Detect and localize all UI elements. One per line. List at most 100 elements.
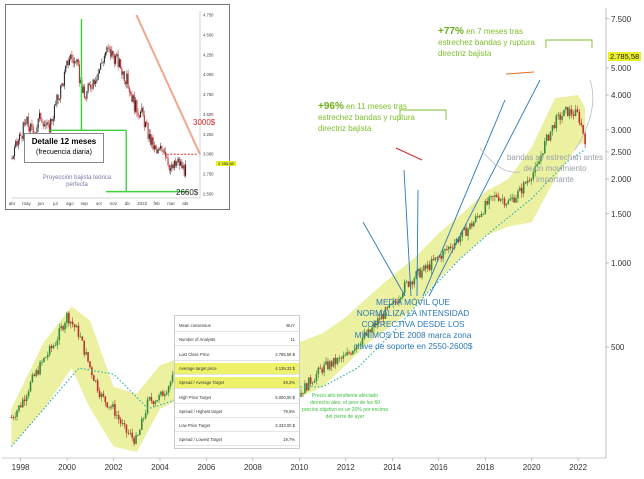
candle bbox=[39, 362, 41, 375]
candle bbox=[580, 122, 583, 126]
inset-candle bbox=[28, 127, 31, 132]
inset-candle bbox=[120, 59, 122, 69]
inset-candle bbox=[51, 118, 53, 122]
candle bbox=[29, 382, 32, 392]
inset-candle bbox=[141, 107, 143, 112]
inset-candle bbox=[63, 72, 65, 86]
candle bbox=[538, 161, 540, 165]
consensus-label: Spread / Average Target bbox=[179, 380, 225, 386]
consensus-label: Spread / Lowest Target bbox=[179, 437, 222, 443]
support-arrow bbox=[422, 99, 506, 297]
candle bbox=[480, 213, 483, 217]
annotation-target-note: Precio alto tendiente afectado derrecho … bbox=[302, 393, 388, 420]
consensus-row: Mean consensus BUY bbox=[175, 320, 299, 332]
candle bbox=[457, 238, 460, 242]
inset-candle bbox=[105, 51, 107, 56]
consensus-value: 48,2% bbox=[283, 380, 295, 386]
candle bbox=[135, 435, 137, 444]
candle bbox=[79, 336, 82, 338]
inset-candle bbox=[133, 95, 135, 112]
x-tick-label: 2004 bbox=[151, 463, 169, 472]
inset-candle bbox=[67, 60, 69, 66]
candle bbox=[332, 357, 335, 367]
candle bbox=[415, 271, 418, 279]
candle bbox=[486, 201, 489, 205]
y-tick-label: 7.500 bbox=[611, 15, 632, 24]
candle bbox=[93, 375, 95, 382]
x-tick-label: 2012 bbox=[337, 463, 355, 472]
inset-x-tick-label: abr bbox=[9, 201, 16, 206]
candle bbox=[129, 432, 132, 434]
inset-y-tick-label: 2.500 bbox=[203, 192, 214, 197]
candle bbox=[428, 264, 431, 271]
y-tick-label: 5.000 bbox=[611, 64, 632, 73]
candle bbox=[553, 125, 556, 129]
candle bbox=[346, 352, 348, 356]
inset-candle bbox=[135, 100, 137, 112]
inset-y-tick-label: 3.250 bbox=[203, 132, 214, 137]
trend-break-2 bbox=[505, 71, 535, 75]
candle bbox=[526, 180, 529, 184]
inset-projection bbox=[49, 18, 189, 193]
x-tick-label: 2010 bbox=[290, 463, 308, 472]
candle bbox=[509, 199, 512, 201]
x-tick-label: 2014 bbox=[383, 463, 401, 472]
candle bbox=[434, 257, 437, 261]
candle bbox=[20, 405, 22, 408]
candle bbox=[300, 392, 302, 397]
inset-candle bbox=[83, 86, 85, 98]
candle bbox=[367, 329, 370, 336]
candle bbox=[543, 140, 546, 154]
candle bbox=[547, 134, 550, 141]
candle bbox=[125, 424, 128, 433]
candle bbox=[492, 196, 494, 197]
inset-candle bbox=[106, 47, 108, 52]
candle bbox=[77, 325, 80, 337]
inset-candle bbox=[23, 122, 26, 125]
candle bbox=[451, 247, 454, 249]
y-tick-label: 4.000 bbox=[611, 91, 632, 100]
candle bbox=[116, 415, 118, 417]
inset-candle bbox=[103, 55, 105, 63]
inset-candle bbox=[125, 81, 127, 85]
candle bbox=[488, 197, 490, 205]
consensus-value: 11 bbox=[290, 337, 295, 343]
inset-candle bbox=[112, 50, 114, 55]
inset-candle bbox=[68, 58, 70, 66]
consensus-value: 79,5% bbox=[283, 408, 295, 414]
candle bbox=[373, 323, 375, 328]
candle bbox=[334, 357, 337, 364]
candle bbox=[60, 326, 62, 329]
inset-y-tick-label: 2.750 bbox=[203, 172, 214, 177]
candle bbox=[534, 166, 536, 173]
candle bbox=[407, 281, 410, 287]
inset-candle bbox=[76, 59, 78, 63]
candle bbox=[158, 395, 160, 401]
candle bbox=[463, 227, 465, 231]
inset-candle bbox=[179, 161, 182, 166]
candle bbox=[104, 396, 107, 403]
candle bbox=[536, 164, 538, 167]
inset-candle bbox=[31, 123, 33, 127]
consensus-value: 4.139,33 $ bbox=[275, 365, 295, 371]
inset-y-tick-label: 4.250 bbox=[203, 52, 214, 57]
inset-candle bbox=[53, 105, 55, 119]
candle bbox=[71, 321, 74, 325]
inset-candle bbox=[136, 100, 138, 113]
candle bbox=[321, 368, 323, 373]
y-tick-label: 1.000 bbox=[611, 259, 632, 268]
candle bbox=[85, 352, 87, 355]
inset-candle bbox=[138, 115, 140, 118]
inset-candle bbox=[80, 80, 82, 84]
candle bbox=[392, 300, 394, 304]
candle bbox=[471, 223, 473, 227]
inset-x-tick-label: dic bbox=[125, 201, 132, 206]
inset-candle bbox=[140, 111, 142, 118]
inset-candle bbox=[25, 123, 27, 125]
candle bbox=[110, 406, 112, 408]
consensus-label: Last Close Price bbox=[179, 351, 210, 357]
candle bbox=[390, 303, 393, 305]
inset-candle bbox=[46, 122, 48, 126]
inset-y-tick-label: 3.000 bbox=[203, 152, 214, 157]
candle bbox=[482, 213, 485, 215]
